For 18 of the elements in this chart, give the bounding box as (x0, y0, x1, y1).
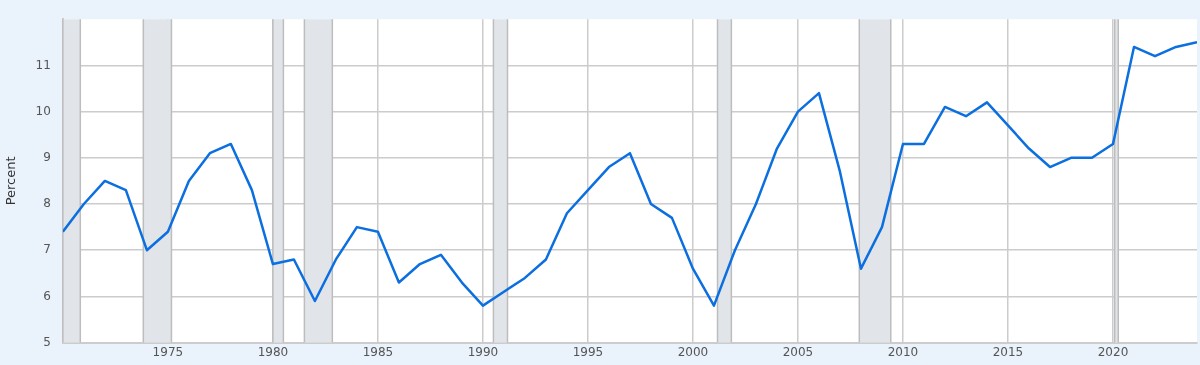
x-tick-label: 2015 (992, 344, 1024, 359)
x-tick-label: 1975 (152, 344, 184, 359)
x-tick-label: 1990 (467, 344, 499, 359)
y-tick-label: 5 (43, 334, 51, 349)
y-tick-label: 11 (35, 57, 51, 72)
x-tick-label: 2000 (677, 344, 709, 359)
y-tick-label: 7 (43, 242, 51, 257)
x-tick-label: 1995 (572, 344, 604, 359)
x-tick-label: 2020 (1097, 344, 1129, 359)
y-tick-label: 8 (43, 196, 51, 211)
x-tick-label: 2005 (782, 344, 814, 359)
y-axis-title: Percent (3, 156, 19, 206)
x-tick-label: 1985 (362, 344, 394, 359)
x-tick-label: 2010 (887, 344, 919, 359)
y-tick-label: 10 (35, 103, 51, 118)
y-tick-label: 6 (43, 288, 51, 303)
y-tick-label: 9 (43, 149, 51, 164)
x-tick-label: 1980 (257, 344, 289, 359)
